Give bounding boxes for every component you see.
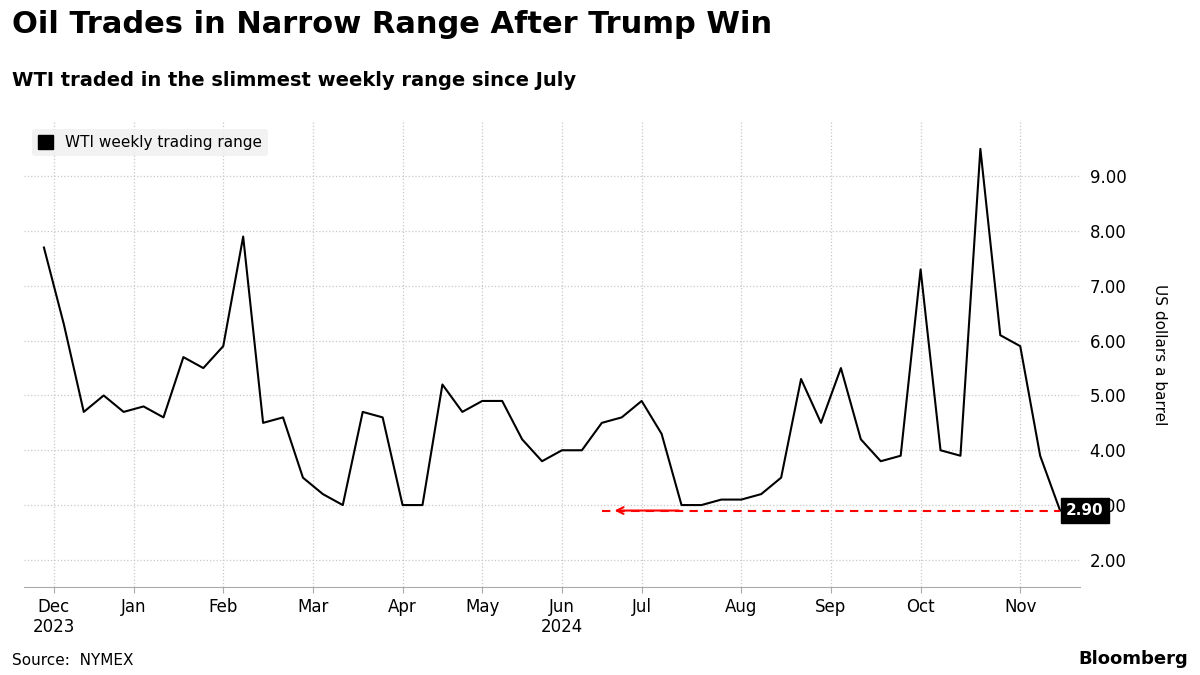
Text: Source:  NYMEX: Source: NYMEX bbox=[12, 653, 133, 668]
Text: 2.90: 2.90 bbox=[1066, 503, 1104, 518]
Legend: WTI weekly trading range: WTI weekly trading range bbox=[31, 129, 269, 157]
Text: WTI traded in the slimmest weekly range since July: WTI traded in the slimmest weekly range … bbox=[12, 71, 576, 90]
Text: Bloomberg: Bloomberg bbox=[1079, 650, 1188, 668]
Text: Oil Trades in Narrow Range After Trump Win: Oil Trades in Narrow Range After Trump W… bbox=[12, 10, 772, 39]
Y-axis label: US dollars a barrel: US dollars a barrel bbox=[1152, 284, 1166, 425]
